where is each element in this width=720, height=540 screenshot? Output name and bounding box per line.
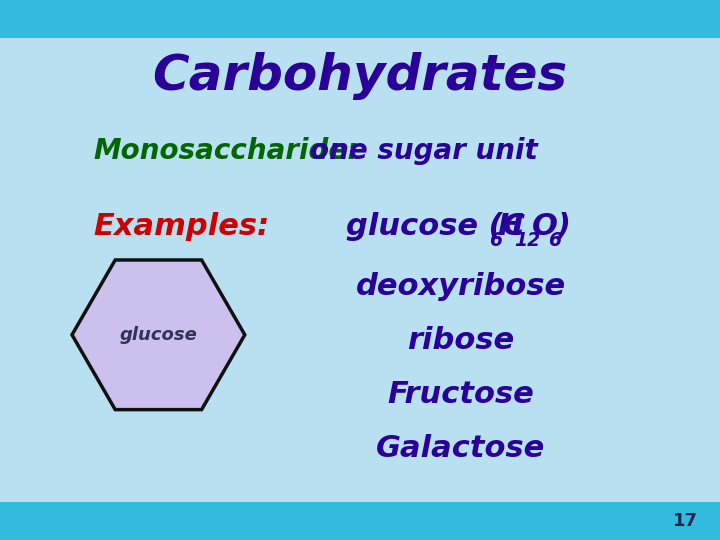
Text: H: H (498, 212, 523, 241)
FancyBboxPatch shape (0, 38, 720, 502)
Text: ): ) (557, 212, 571, 241)
Text: 12: 12 (514, 231, 540, 250)
Text: 6: 6 (548, 231, 562, 250)
Text: 17: 17 (673, 512, 698, 530)
Text: Examples:: Examples: (94, 212, 270, 241)
FancyBboxPatch shape (0, 502, 720, 540)
Text: glucose: glucose (120, 326, 197, 344)
Text: ribose: ribose (408, 326, 514, 355)
Text: Fructose: Fructose (387, 380, 534, 409)
Text: O: O (531, 212, 557, 241)
FancyBboxPatch shape (0, 0, 720, 38)
Text: Monosaccharide:: Monosaccharide: (94, 137, 359, 165)
Text: one sugar unit: one sugar unit (310, 137, 537, 165)
Text: deoxyribose: deoxyribose (356, 272, 566, 301)
Text: Carbohydrates: Carbohydrates (153, 52, 567, 99)
Text: 6: 6 (489, 231, 502, 250)
Text: glucose (C: glucose (C (346, 212, 525, 241)
Text: Galactose: Galactose (376, 434, 546, 463)
Polygon shape (72, 260, 245, 410)
